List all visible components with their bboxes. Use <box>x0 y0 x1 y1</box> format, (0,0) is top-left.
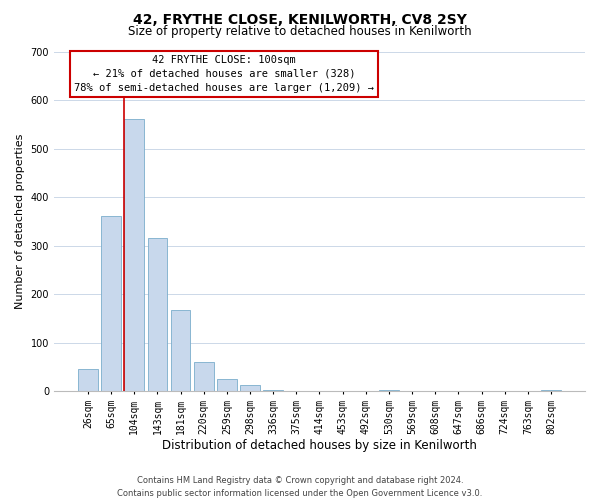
Bar <box>194 362 214 391</box>
Bar <box>124 120 144 391</box>
Bar <box>78 369 98 391</box>
Bar <box>217 379 236 391</box>
Bar <box>379 390 399 391</box>
Text: 42, FRYTHE CLOSE, KENILWORTH, CV8 2SY: 42, FRYTHE CLOSE, KENILWORTH, CV8 2SY <box>133 12 467 26</box>
Bar <box>240 385 260 391</box>
Bar <box>263 390 283 391</box>
Text: 42 FRYTHE CLOSE: 100sqm
← 21% of detached houses are smaller (328)
78% of semi-d: 42 FRYTHE CLOSE: 100sqm ← 21% of detache… <box>74 55 374 93</box>
Bar <box>541 390 561 391</box>
Bar <box>101 216 121 391</box>
Text: Contains HM Land Registry data © Crown copyright and database right 2024.
Contai: Contains HM Land Registry data © Crown c… <box>118 476 482 498</box>
Bar <box>148 238 167 391</box>
Text: Size of property relative to detached houses in Kenilworth: Size of property relative to detached ho… <box>128 25 472 38</box>
Bar <box>170 310 190 391</box>
Y-axis label: Number of detached properties: Number of detached properties <box>15 134 25 309</box>
X-axis label: Distribution of detached houses by size in Kenilworth: Distribution of detached houses by size … <box>162 440 477 452</box>
